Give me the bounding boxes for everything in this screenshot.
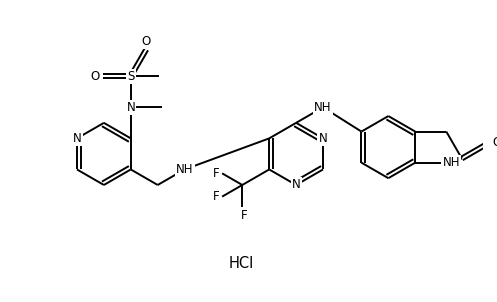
Text: O: O — [492, 137, 497, 149]
Text: S: S — [127, 70, 135, 83]
Text: O: O — [90, 70, 100, 83]
Text: NH: NH — [442, 156, 460, 169]
Text: F: F — [213, 167, 220, 180]
Text: N: N — [319, 132, 328, 145]
Text: HCl: HCl — [228, 256, 253, 271]
Text: N: N — [126, 101, 135, 114]
Text: N: N — [292, 178, 301, 191]
Text: N: N — [73, 132, 82, 145]
Text: O: O — [142, 35, 151, 48]
Text: NH: NH — [176, 163, 193, 176]
Text: F: F — [241, 209, 248, 222]
Text: NH: NH — [314, 101, 332, 114]
Text: F: F — [213, 190, 220, 203]
